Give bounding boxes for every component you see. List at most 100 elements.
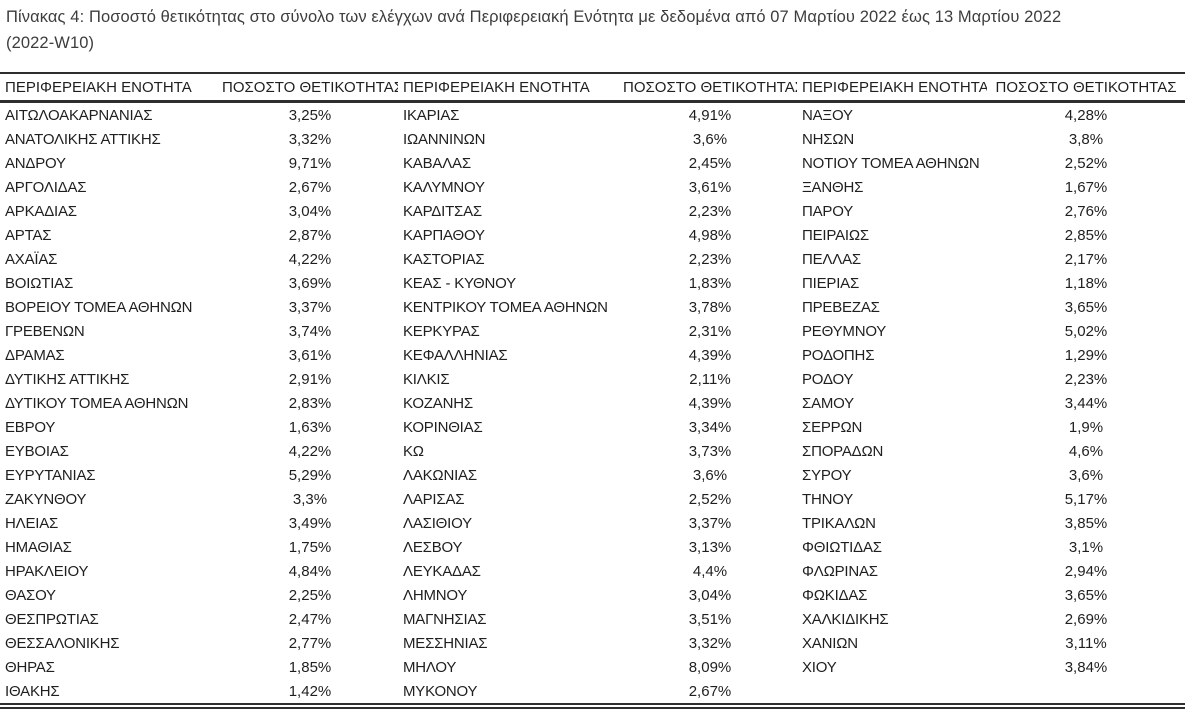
table-caption-line2: (2022-W10) [6,34,95,52]
positivity-cell: 1,29% [1064,346,1108,364]
positivity-cell: 2,23% [1064,370,1108,388]
positivity-cell: 2,17% [1064,250,1108,268]
table-row: ΘΗΡΑΣ 1,85% ΜΗΛΟΥ 8,09% ΧΙΟΥ 3,84% [0,655,1185,679]
table-row: ΑΡΓΟΛΙΔΑΣ 2,67% ΚΑΛΥΜΝΟΥ 3,61% ΞΑΝΘΗΣ 1,67% [0,175,1185,199]
positivity-cell: 3,49% [288,514,332,532]
region-cell: ΜΗΛΟΥ [403,658,457,676]
column-header-positivity-2: ΠΟΣΟΣΤΟ ΘΕΤΙΚΟΤΗΤΑΣ [623,73,797,103]
positivity-cell: 2,45% [688,154,732,172]
table-row: ΑΡΚΑΔΙΑΣ 3,04% ΚΑΡΔΙΤΣΑΣ 2,23% ΠΑΡΟΥ 2,76% [0,199,1185,223]
region-cell: ΛΗΜΝΟΥ [403,586,468,604]
positivity-cell: 3,65% [1064,298,1108,316]
region-cell: ΦΩΚΙΔΑΣ [802,586,868,604]
positivity-cell: 1,18% [1064,274,1108,292]
table-row: ΔΥΤΙΚΟΥ ΤΟΜΕΑ ΑΘΗΝΩΝ 2,83% ΚΟΖΑΝΗΣ 4,39% ΣΑΜ… [0,391,1185,415]
region-cell: ΠΡΕΒΕΖΑΣ [802,298,880,316]
region-cell: ΚΩ [403,442,424,460]
positivity-cell: 2,69% [1064,610,1108,628]
positivity-cell: 2,85% [1064,226,1108,244]
positivity-cell: 4,98% [688,226,732,244]
positivity-cell: 5,02% [1064,322,1108,340]
region-cell: ΞΑΝΘΗΣ [802,178,864,196]
positivity-cell: 4,22% [288,250,332,268]
positivity-cell: 3,78% [688,298,732,316]
region-cell: ΕΥΡΥΤΑΝΙΑΣ [5,466,96,484]
table-row: ΘΑΣΟΥ 2,25% ΛΗΜΝΟΥ 3,04% ΦΩΚΙΔΑΣ 3,65% [0,583,1185,607]
region-cell: ΝΟΤΙΟΥ ΤΟΜΕΑ ΑΘΗΝΩΝ [802,154,980,172]
region-cell: ΡΕΘΥΜΝΟΥ [802,322,887,340]
region-cell: ΚΑΒΑΛΑΣ [403,154,471,172]
region-cell: ΕΥΒΟΙΑΣ [5,442,69,460]
positivity-cell: 4,84% [288,562,332,580]
table-row: ΕΥΡΥΤΑΝΙΑΣ 5,29% ΛΑΚΩΝΙΑΣ 3,6% ΣΥΡΟΥ 3,6% [0,463,1185,487]
positivity-cell: 3,04% [688,586,732,604]
positivity-cell: 4,28% [1064,106,1108,124]
positivity-cell: 2,94% [1064,562,1108,580]
positivity-cell: 3,37% [688,514,732,532]
region-cell: ΧΙΟΥ [802,658,837,676]
table-row: ΙΘΑΚΗΣ 1,42% ΜΥΚΟΝΟΥ 2,67% [0,679,1185,706]
region-cell: ΗΛΕΙΑΣ [5,514,59,532]
positivity-cell: 3,69% [288,274,332,292]
table-row: ΑΧΑΪΑΣ 4,22% ΚΑΣΤΟΡΙΑΣ 2,23% ΠΕΛΛΑΣ 2,17% [0,247,1185,271]
positivity-cell: 2,83% [288,394,332,412]
positivity-cell: 3,04% [288,202,332,220]
region-cell: ΑΡΚΑΔΙΑΣ [5,202,77,220]
region-cell: ΘΕΣΠΡΩΤΙΑΣ [5,610,99,628]
positivity-cell: 3,6% [692,130,728,148]
region-cell: ΠΕΙΡΑΙΩΣ [802,226,869,244]
positivity-cell: 2,25% [288,586,332,604]
table-row: ΑΝΑΤΟΛΙΚΗΣ ΑΤΤΙΚΗΣ 3,32% ΙΩΑΝΝΙΝΩΝ 3,6% ΝΗΣΩ… [0,127,1185,151]
region-cell: ΓΡΕΒΕΝΩΝ [5,322,85,340]
region-cell: ΛΑΚΩΝΙΑΣ [403,466,477,484]
column-header-region-2: ΠΕΡΙΦΕΡΕΙΑΚΗ ΕΝΟΤΗΤΑ [398,73,623,103]
region-cell: ΗΡΑΚΛΕΙΟΥ [5,562,89,580]
region-cell: ΚΕΑΣ - ΚΥΘΝΟΥ [403,274,516,292]
positivity-cell: 5,17% [1064,490,1108,508]
positivity-cell: 2,91% [288,370,332,388]
table-row: ΘΕΣΣΑΛΟΝΙΚΗΣ 2,77% ΜΕΣΣΗΝΙΑΣ 3,32% ΧΑΝΙΩΝ 3,1… [0,631,1185,655]
region-cell: ΛΕΥΚΑΔΑΣ [403,562,481,580]
column-header-positivity-3: ΠΟΣΟΣΤΟ ΘΕΤΙΚΟΤΗΤΑΣ [987,73,1185,103]
positivity-cell: 3,61% [688,178,732,196]
column-header-region-1: ΠΕΡΙΦΕΡΕΙΑΚΗ ΕΝΟΤΗΤΑ [0,73,222,103]
region-cell: ΔΡΑΜΑΣ [5,346,65,364]
table-header: ΠΕΡΙΦΕΡΕΙΑΚΗ ΕΝΟΤΗΤΑ ΠΟΣΟΣΤΟ ΘΕΤΙΚΟΤΗΤΑΣ… [0,73,1185,103]
positivity-cell: 1,83% [688,274,732,292]
positivity-cell: 3,85% [1064,514,1108,532]
region-cell: ΣΠΟΡΑΔΩΝ [802,442,884,460]
table-row: ΕΒΡΟΥ 1,63% ΚΟΡΙΝΘΙΑΣ 3,34% ΣΕΡΡΩΝ 1,9% [0,415,1185,439]
region-cell: ΛΑΣΙΘΙΟΥ [403,514,472,532]
region-cell: ΒΟΡΕΙΟΥ ΤΟΜΕΑ ΑΘΗΝΩΝ [5,298,193,316]
positivity-cell: 3,3% [292,490,328,508]
region-cell: ΗΜΑΘΙΑΣ [5,538,72,556]
positivity-cell: 3,25% [288,106,332,124]
region-cell: ΚΑΛΥΜΝΟΥ [403,178,485,196]
positivity-cell [987,679,1185,706]
region-cell: ΑΙΤΩΛΟΑΚΑΡΝΑΝΙΑΣ [5,106,153,124]
positivity-cell: 3,1% [1068,538,1104,556]
region-cell: ΚΙΛΚΙΣ [403,370,450,388]
positivity-cell: 4,6% [1068,442,1104,460]
positivity-cell: 3,6% [1068,466,1104,484]
positivity-cell: 3,74% [288,322,332,340]
region-cell: ΚΑΡΠΑΘΟΥ [403,226,485,244]
positivity-cell: 1,42% [288,682,332,700]
table-row: ΕΥΒΟΙΑΣ 4,22% ΚΩ 3,73% ΣΠΟΡΑΔΩΝ 4,6% [0,439,1185,463]
positivity-cell: 2,52% [688,490,732,508]
region-cell: ΘΕΣΣΑΛΟΝΙΚΗΣ [5,634,120,652]
region-cell: ΛΑΡΙΣΑΣ [403,490,465,508]
region-cell: ΔΥΤΙΚΟΥ ΤΟΜΕΑ ΑΘΗΝΩΝ [5,394,189,412]
table-row: ΔΡΑΜΑΣ 3,61% ΚΕΦΑΛΛΗΝΙΑΣ 4,39% ΡΟΔΟΠΗΣ 1,29% [0,343,1185,367]
region-cell: ΣΥΡΟΥ [802,466,852,484]
positivity-cell: 2,67% [288,178,332,196]
region-cell: ΠΕΛΛΑΣ [802,250,861,268]
positivity-cell: 1,63% [288,418,332,436]
region-cell: ΤΗΝΟΥ [802,490,854,508]
positivity-cell: 2,77% [288,634,332,652]
positivity-cell: 4,39% [688,346,732,364]
region-cell: ΡΟΔΟΠΗΣ [802,346,875,364]
region-cell: ΣΕΡΡΩΝ [802,418,863,436]
region-cell: ΑΝΔΡΟΥ [5,154,66,172]
